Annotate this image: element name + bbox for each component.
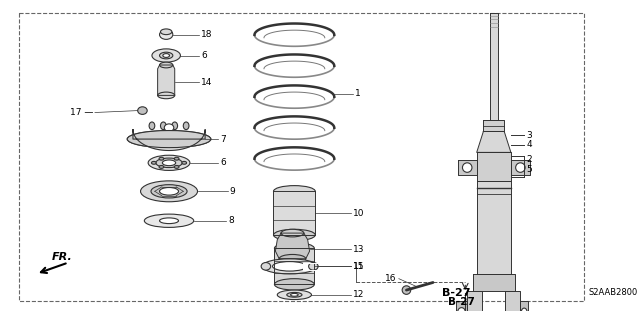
Text: 5: 5 [526, 165, 532, 174]
Text: B-27: B-27 [448, 297, 475, 308]
Text: 1: 1 [355, 89, 361, 98]
Ellipse shape [172, 122, 177, 130]
Ellipse shape [183, 122, 189, 130]
Text: 7: 7 [220, 135, 226, 144]
Polygon shape [275, 233, 310, 259]
Text: 11: 11 [353, 262, 365, 271]
Ellipse shape [156, 158, 182, 167]
Ellipse shape [516, 163, 525, 172]
Ellipse shape [287, 293, 302, 297]
Polygon shape [467, 291, 483, 319]
Text: S2AAB2800: S2AAB2800 [589, 288, 638, 297]
Text: 4: 4 [526, 140, 532, 149]
Ellipse shape [458, 308, 465, 316]
Ellipse shape [163, 160, 175, 166]
Polygon shape [133, 130, 205, 151]
Text: FR.: FR. [52, 252, 73, 262]
Ellipse shape [161, 29, 172, 35]
Polygon shape [157, 65, 175, 95]
Text: 16: 16 [385, 274, 397, 283]
Ellipse shape [281, 229, 304, 237]
Ellipse shape [149, 122, 155, 130]
Polygon shape [477, 131, 511, 152]
Ellipse shape [159, 166, 164, 168]
Polygon shape [511, 160, 530, 175]
Ellipse shape [163, 54, 170, 57]
Polygon shape [520, 300, 528, 319]
Ellipse shape [159, 30, 173, 39]
Text: 15: 15 [353, 262, 365, 271]
Ellipse shape [152, 161, 156, 164]
Ellipse shape [273, 186, 316, 197]
Text: 6: 6 [202, 51, 207, 60]
Ellipse shape [182, 161, 187, 164]
Polygon shape [275, 248, 314, 284]
Ellipse shape [273, 262, 307, 271]
Ellipse shape [159, 52, 173, 59]
Text: 18: 18 [202, 30, 213, 39]
Ellipse shape [145, 214, 194, 227]
Ellipse shape [275, 242, 314, 254]
Text: 17 —: 17 — [70, 108, 93, 117]
Ellipse shape [488, 316, 499, 319]
Ellipse shape [152, 49, 180, 62]
Ellipse shape [159, 218, 179, 224]
Text: B-27: B-27 [442, 288, 470, 298]
Ellipse shape [127, 130, 211, 148]
Polygon shape [458, 160, 477, 175]
Ellipse shape [262, 259, 317, 274]
Ellipse shape [159, 62, 173, 68]
Ellipse shape [261, 263, 271, 270]
Text: 8: 8 [228, 216, 234, 225]
Ellipse shape [275, 279, 314, 290]
Ellipse shape [141, 181, 198, 202]
Ellipse shape [161, 122, 166, 130]
Polygon shape [477, 152, 511, 181]
Ellipse shape [402, 286, 411, 294]
Polygon shape [456, 300, 467, 319]
Ellipse shape [138, 107, 147, 115]
Text: 14: 14 [202, 78, 212, 86]
Ellipse shape [151, 185, 187, 198]
Ellipse shape [157, 92, 175, 99]
Ellipse shape [279, 255, 306, 263]
Ellipse shape [127, 130, 211, 148]
Text: 12: 12 [353, 290, 365, 299]
Ellipse shape [148, 155, 190, 170]
Ellipse shape [291, 293, 298, 296]
Text: 3: 3 [526, 131, 532, 140]
Text: 9: 9 [230, 187, 236, 196]
Ellipse shape [273, 229, 316, 241]
Ellipse shape [174, 166, 179, 168]
Text: 13: 13 [353, 245, 365, 254]
Ellipse shape [308, 263, 318, 270]
Polygon shape [483, 120, 504, 131]
Polygon shape [490, 13, 497, 120]
Ellipse shape [174, 157, 179, 160]
Ellipse shape [159, 157, 164, 160]
Ellipse shape [159, 188, 179, 195]
Text: 6: 6 [220, 158, 226, 167]
Polygon shape [303, 263, 324, 270]
Polygon shape [273, 191, 316, 235]
Ellipse shape [522, 308, 527, 316]
Polygon shape [477, 181, 511, 274]
Ellipse shape [463, 163, 472, 172]
Ellipse shape [164, 124, 174, 131]
Polygon shape [505, 291, 520, 319]
Text: 2: 2 [526, 155, 532, 165]
Ellipse shape [277, 290, 312, 300]
Text: 10: 10 [353, 209, 365, 218]
Polygon shape [473, 274, 515, 291]
